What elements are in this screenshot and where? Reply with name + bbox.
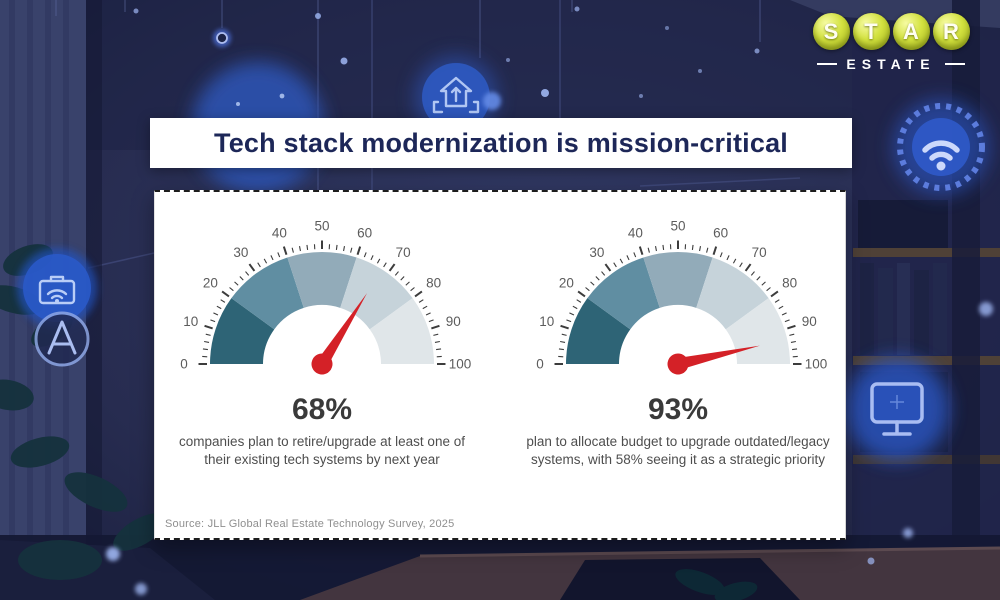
svg-text:90: 90 [446, 314, 461, 329]
svg-text:70: 70 [752, 245, 767, 260]
svg-text:0: 0 [180, 357, 188, 372]
logo-letter-circle: T [852, 13, 890, 50]
svg-text:20: 20 [203, 275, 218, 290]
stats-card: 0 10 20 30 40 50 60 70 80 90 100 68% companies pla… [154, 190, 846, 540]
svg-text:100: 100 [805, 357, 828, 372]
svg-text:60: 60 [713, 225, 728, 240]
gauge-row: 0 10 20 30 40 50 60 70 80 90 100 68% companies pla… [155, 192, 845, 469]
source-note: Source: JLL Global Real Estate Technolog… [165, 518, 455, 530]
floor-and-desk [0, 535, 1000, 600]
logo-letter-circle: S [812, 13, 850, 50]
svg-text:60: 60 [357, 225, 372, 240]
wifi-icon [893, 99, 989, 195]
svg-text:100: 100 [449, 357, 472, 372]
svg-text:50: 50 [670, 219, 685, 234]
letter-a-badge-icon [34, 311, 90, 367]
svg-text:30: 30 [589, 245, 604, 260]
monitor-icon [845, 357, 949, 461]
svg-text:80: 80 [426, 275, 441, 290]
svg-text:0: 0 [536, 357, 544, 372]
gauge-description: companies plan to retire/upgrade at leas… [179, 434, 465, 467]
hanging-light-icon [213, 29, 231, 47]
logo-estate-text: ESTATE [846, 56, 936, 72]
briefcase-wifi-icon [17, 248, 97, 328]
svg-text:90: 90 [802, 314, 817, 329]
gauge-value: 68% [291, 393, 353, 426]
title-banner: Tech stack modernization is mission-crit… [150, 118, 852, 168]
svg-text:10: 10 [183, 314, 198, 329]
svg-text:70: 70 [396, 245, 411, 260]
logo-letter-circle: A [892, 13, 930, 50]
gauge-chart: 0 10 20 30 40 50 60 70 80 90 100 [513, 206, 843, 392]
gauge-chart: 0 10 20 30 40 50 60 70 80 90 100 [157, 206, 487, 392]
svg-text:80: 80 [782, 275, 797, 290]
svg-text:50: 50 [314, 219, 329, 234]
svg-text:40: 40 [628, 225, 643, 240]
svg-text:20: 20 [559, 275, 574, 290]
gauge-value: 93% [647, 393, 709, 426]
gauge-description: plan to allocate budget to upgrade outda… [526, 434, 830, 467]
svg-text:10: 10 [539, 314, 554, 329]
gauge-block-budget-allocation: 0 10 20 30 40 50 60 70 80 90 100 93% plan to alloc… [513, 206, 843, 469]
svg-text:30: 30 [233, 245, 248, 260]
page-title: Tech stack modernization is mission-crit… [214, 127, 788, 158]
small-glow-dot [483, 92, 501, 110]
bookshelf [852, 0, 1000, 600]
logo-dash-right [944, 63, 965, 65]
logo-letter-circle: R [932, 13, 970, 50]
gauge-block-retire-upgrade: 0 10 20 30 40 50 60 70 80 90 100 68% companies pla… [157, 206, 487, 469]
svg-text:40: 40 [272, 225, 287, 240]
logo-dash-left [817, 63, 838, 65]
